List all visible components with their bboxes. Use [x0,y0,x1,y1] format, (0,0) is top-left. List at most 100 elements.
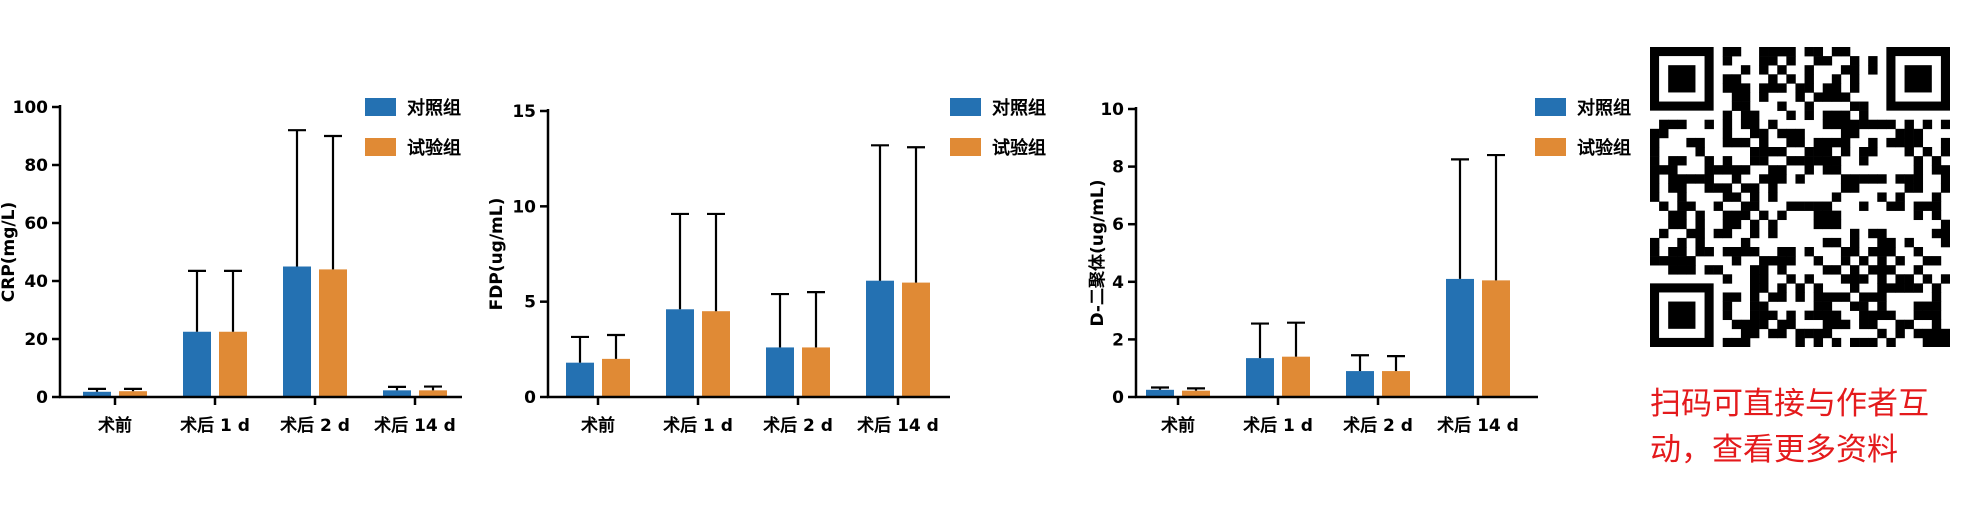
qr-module [1750,147,1760,157]
qr-module [1877,328,1887,339]
qr-module [1831,110,1842,121]
qr-module [1895,328,1905,339]
qr-module [1722,47,1733,57]
qr-module [1695,174,1705,184]
qr-module [1831,237,1842,248]
qr-module [1859,337,1869,348]
qr-module [1750,310,1760,321]
bar-test [219,331,247,397]
qr-module [1731,174,1742,184]
x-tick-label: 术后 2 d [1343,415,1413,436]
qr-module [1859,201,1869,211]
qr-module [1677,210,1687,221]
qr-module [1768,119,1778,130]
qr-module [1768,219,1778,230]
qr-module [1750,156,1760,166]
qr-module [1704,265,1714,275]
qr-module [1759,301,1769,311]
bar-test [319,269,347,397]
qr-module [1940,147,1951,157]
qr-finder-inner [1904,65,1932,93]
qr-module [1731,101,1742,111]
qr-module [1850,174,1860,184]
y-tick-label: 10 [1100,100,1124,120]
qr-module [1840,137,1851,148]
qr-module [1650,183,1660,193]
qr-module [1868,292,1878,302]
qr-module [1877,237,1887,248]
qr-module [1859,101,1869,111]
legend-label: 对照组 [992,97,1046,119]
qr-module [1822,147,1833,157]
qr-module [1940,237,1951,248]
bar-control [766,347,794,397]
qr-module [1877,228,1887,239]
qr-module [1740,165,1751,175]
qr-module [1895,256,1905,266]
qr-module [1831,310,1842,321]
y-axis-title: D-二聚体(ug/mL) [1087,179,1108,326]
qr-module [1759,56,1769,66]
qr-module [1868,265,1878,275]
qr-module [1840,92,1851,102]
qr-module [1668,219,1678,230]
qr-module [1759,147,1769,157]
qr-module [1886,201,1896,211]
qr-module [1813,219,1824,230]
qr-module [1850,183,1860,193]
qr-module [1777,328,1787,339]
qr-caption: 扫码可直接与作者互 动，查看更多资料 [1650,381,1967,473]
qr-module [1877,247,1887,257]
qr-module [1768,56,1778,66]
qr-module [1677,192,1687,202]
qr-code[interactable] [1650,47,1951,348]
qr-module [1740,119,1751,130]
qr-module [1668,119,1678,130]
qr-module [1913,310,1924,321]
qr-module [1777,47,1787,57]
qr-module [1831,292,1842,302]
qr-module [1804,101,1814,111]
qr-module [1913,210,1924,221]
qr-module [1722,137,1733,148]
chart-2: 0 5 10 15 术前 术后 1 d 术后 2 d 术后 14 d FDP(ug/mL) 对照组… [487,97,1046,436]
qr-module [1786,128,1796,139]
qr-module [1859,274,1869,284]
qr-module [1695,147,1705,157]
qr-module [1668,265,1678,275]
qr-module [1922,201,1933,211]
legend-swatch [1535,138,1566,156]
qr-module [1768,83,1778,93]
qr-module [1650,174,1660,184]
qr-module [1786,74,1796,84]
qr-module [1850,74,1860,84]
qr-module [1786,310,1796,321]
qr-module [1740,101,1751,111]
qr-module [1931,156,1942,166]
bar-test [802,347,830,397]
qr-module [1659,119,1669,130]
qr-module [1868,65,1878,75]
legend-swatch [950,138,981,156]
bar-test [419,390,447,397]
qr-module [1904,137,1914,148]
legend-label: 试验组 [1577,137,1631,159]
qr-module [1850,101,1860,111]
qr-module [1722,219,1733,230]
qr-module [1813,92,1824,102]
y-tick-label: 2 [1112,330,1124,350]
qr-module [1722,337,1733,348]
qr-module [1777,256,1787,266]
y-tick-label: 4 [1112,273,1124,293]
qr-module [1650,137,1660,148]
qr-module [1668,156,1678,166]
x-tick-label: 术后 1 d [663,415,733,436]
qr-module [1886,119,1896,130]
legend-label: 对照组 [407,97,461,119]
qr-module [1731,83,1742,93]
qr-module [1877,274,1887,284]
qr-module [1704,183,1714,193]
qr-module [1904,128,1914,139]
qr-module [1877,119,1887,130]
